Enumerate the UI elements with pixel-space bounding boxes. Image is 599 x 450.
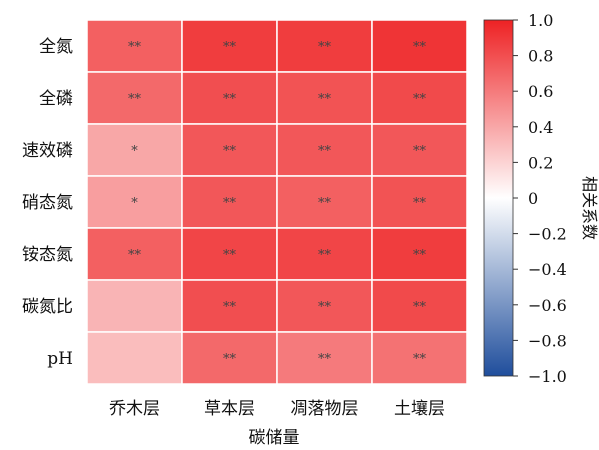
significance-mark: **: [223, 40, 237, 55]
row-label: pH: [47, 349, 73, 369]
significance-mark: **: [318, 352, 332, 367]
row-label: 速效磷: [22, 141, 73, 161]
significance-mark: **: [223, 248, 237, 263]
heatmap-cell: [86, 279, 183, 333]
significance-mark: **: [318, 40, 332, 55]
heatmap-cell: [276, 279, 373, 333]
significance-mark: **: [318, 144, 332, 159]
heatmap-cell: [371, 19, 468, 73]
significance-mark: **: [223, 352, 237, 367]
significance-mark: **: [413, 248, 427, 263]
row-label: 全氮: [39, 37, 73, 57]
heatmap-cell: [371, 227, 468, 281]
heatmap-cell: [276, 331, 373, 385]
row-label: 全磷: [39, 89, 73, 109]
colorbar-tick-label: −0.4: [528, 260, 567, 279]
heatmap-cell: [86, 331, 183, 385]
significance-mark: **: [318, 92, 332, 107]
significance-mark: **: [223, 144, 237, 159]
row-label: 碳氮比: [22, 297, 73, 317]
heatmap-cell: [181, 123, 278, 177]
colorbar-tick-label: −0.8: [528, 331, 567, 350]
colorbar-tick-label: −0.2: [528, 225, 567, 244]
heatmap-cell: [181, 227, 278, 281]
colorbar-tick-label: 0.2: [528, 153, 553, 172]
heatmap-cell: [181, 71, 278, 125]
heatmap-cell: [181, 279, 278, 333]
colorbar-ticks: 1.0 0.8 0.6 0.4 0.2 0 −0.2 −0.4 −0.6 −0.8 −1.0: [513, 11, 567, 386]
colorbar-tick-label: 0: [528, 189, 538, 208]
column-labels: 乔木层 草本层 凋落物层 土壤层: [109, 398, 445, 419]
heatmap-cell: [371, 175, 468, 229]
colorbar-tick-label: 0.8: [528, 47, 553, 66]
row-label: 硝态氮: [22, 193, 73, 213]
significance-mark: **: [223, 196, 237, 211]
column-label: 凋落物层: [291, 399, 359, 419]
colorbar-tick-label: −0.6: [528, 296, 567, 315]
colorbar-tick-label: 0.4: [528, 118, 553, 137]
heatmap-cell: [181, 175, 278, 229]
heatmap-cell: [276, 227, 373, 281]
significance-mark: *: [131, 196, 138, 211]
significance-mark: **: [413, 352, 427, 367]
significance-mark: **: [413, 92, 427, 107]
colorbar-tick-label: −1.0: [528, 367, 567, 386]
significance-mark: **: [413, 40, 427, 55]
significance-mark: **: [413, 196, 427, 211]
significance-mark: **: [413, 300, 427, 315]
significance-mark: **: [318, 248, 332, 263]
column-label: 草本层: [204, 399, 255, 419]
row-label: 铵态氮: [22, 245, 73, 265]
heatmap-cell: [181, 19, 278, 73]
significance-mark: **: [223, 92, 237, 107]
colorbar-tick-label: 1.0: [528, 11, 553, 30]
column-label: 乔木层: [109, 399, 160, 419]
significance-mark: **: [128, 248, 142, 263]
significance-mark: **: [413, 144, 427, 159]
heatmap-cell: [86, 19, 183, 73]
colorbar-tick-label: 0.6: [528, 82, 553, 101]
significance-mark: *: [131, 144, 138, 159]
significance-mark: **: [318, 196, 332, 211]
heatmap-cell: [371, 331, 468, 385]
heatmap-cell: [371, 279, 468, 333]
column-label: 土壤层: [394, 398, 445, 419]
significance-mark: **: [318, 300, 332, 315]
significance-mark: **: [128, 40, 142, 55]
heatmap-cells: ** ** ** **** ** ** *** ** ** *** ** ** **** ** ** ****…: [86, 19, 468, 385]
x-axis-label: 碳储量: [249, 428, 300, 448]
heatmap-cell: [86, 227, 183, 281]
heatmap-cell: [371, 71, 468, 125]
colorbar: [483, 19, 514, 377]
significance-mark: **: [223, 300, 237, 315]
colorbar-label: 相关系数: [580, 176, 599, 240]
significance-mark: **: [128, 92, 142, 107]
heatmap-cell: [371, 123, 468, 177]
